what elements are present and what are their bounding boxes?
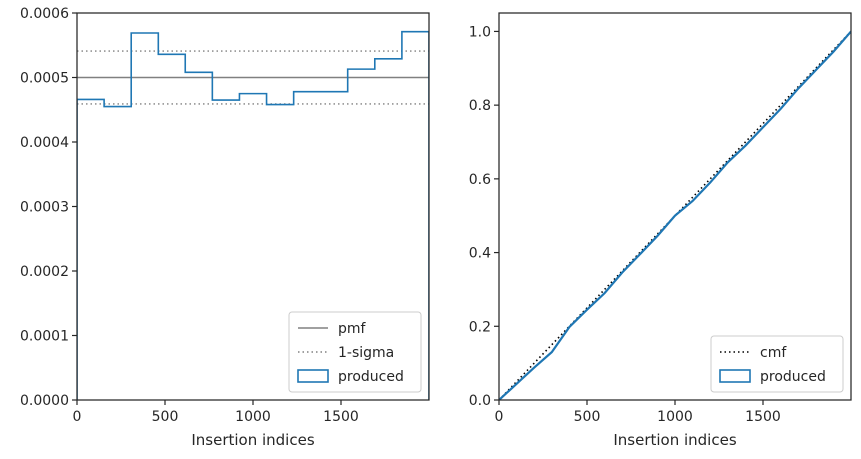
y-tick-label: 0.8 (469, 98, 491, 114)
plot-area (499, 30, 851, 400)
legend-label-1-sigma: 1-sigma (338, 345, 394, 361)
y-tick-label: 0.6 (469, 172, 491, 188)
x-tick-label: 1500 (745, 409, 781, 425)
y-tick-label: 0.0 (469, 393, 491, 409)
produced-histogram-step (77, 30, 429, 400)
legend-label-produced: produced (338, 369, 404, 385)
x-tick-label: 1000 (235, 409, 271, 425)
x-tick-label: 0 (495, 409, 504, 425)
produced-line (499, 30, 851, 400)
x-tick-label: 0 (73, 409, 82, 425)
x-tick-label: 500 (574, 409, 601, 425)
x-tick-label: 1500 (323, 409, 359, 425)
y-tick-label: 0.0006 (20, 6, 69, 22)
legend-box (288, 311, 422, 393)
legend: pmf 1-sigma produced (288, 311, 422, 393)
x-axis-label: Insertion indices (613, 431, 736, 449)
x-axis-label: Insertion indices (191, 431, 314, 449)
right-panel-cmf: 0 500 1000 1500 0.0 0.2 0.4 0.6 0.8 1.0 Insertion … (469, 12, 852, 449)
x-tick-label: 1000 (657, 409, 693, 425)
y-tick-label: 0.4 (469, 246, 491, 262)
legend-handle-produced (297, 369, 329, 383)
legend: cmf produced (710, 335, 844, 393)
legend-handle-produced (719, 369, 751, 383)
plot-area (77, 30, 429, 400)
y-tick-label: 0.0002 (20, 264, 69, 280)
legend-label-pmf: pmf (338, 321, 367, 337)
y-tick-label: 0.0000 (20, 393, 69, 409)
y-tick-label: 1.0 (469, 24, 491, 40)
y-tick-label: 0.0004 (20, 135, 69, 151)
y-tick-label: 0.0003 (20, 200, 69, 216)
y-tick-label: 0.0005 (20, 71, 69, 87)
legend-label-cmf: cmf (760, 345, 787, 361)
left-panel-pmf: 0 500 1000 1500 0.0000 0.0001 0.0002 0.0003 0.00… (20, 6, 430, 449)
legend-label-produced: produced (760, 369, 826, 385)
x-tick-label: 500 (152, 409, 179, 425)
y-tick-label: 0.0001 (20, 329, 69, 345)
legend-box (710, 335, 844, 393)
y-tick-label: 0.2 (469, 319, 491, 335)
